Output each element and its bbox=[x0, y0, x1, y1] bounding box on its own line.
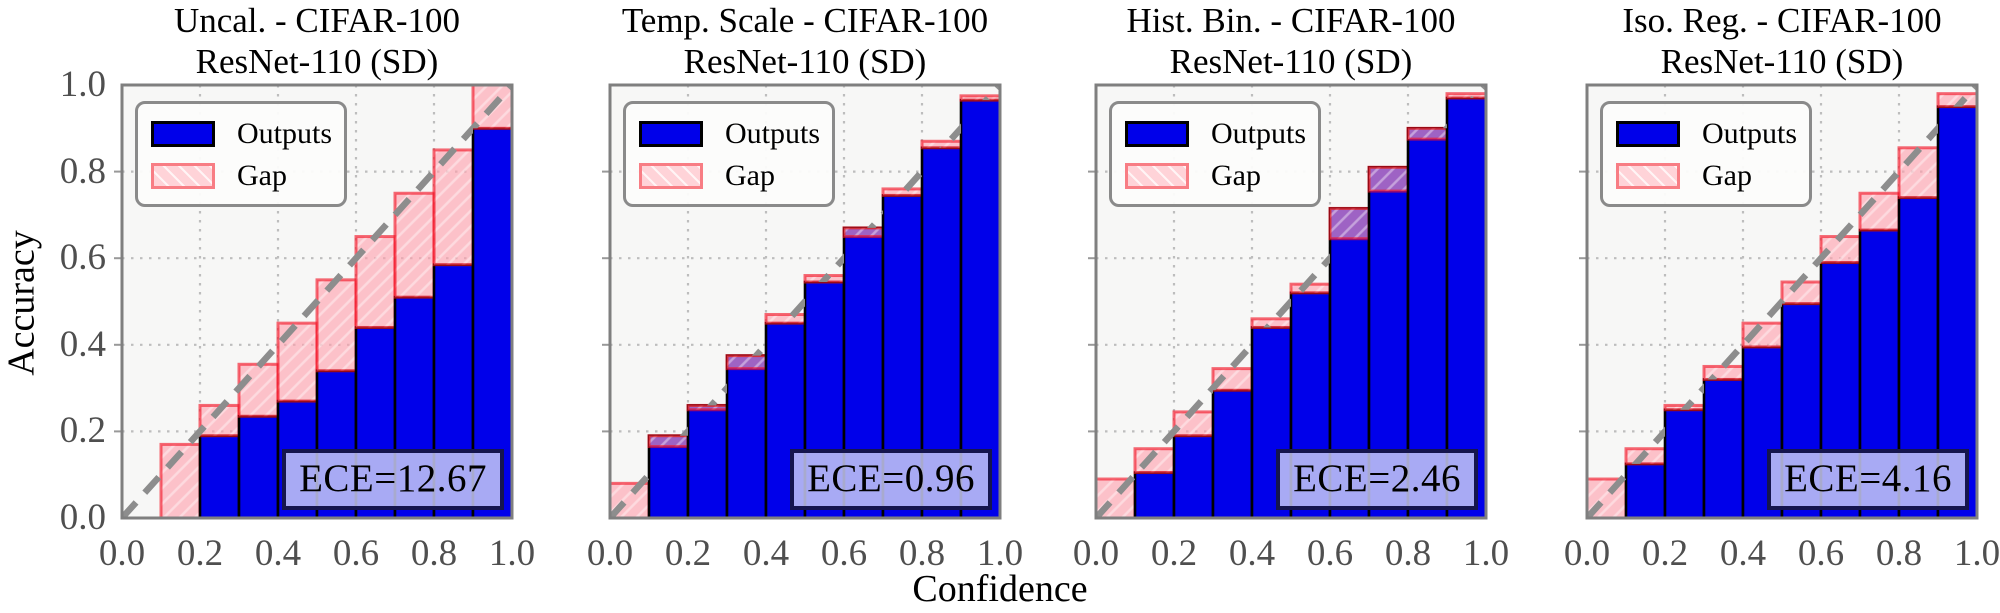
legend-row-gap: Gap bbox=[1616, 158, 1809, 194]
x-tick-label: 0.6 bbox=[332, 533, 380, 574]
panel-temp-scale: Temp. Scale - CIFAR-100 ResNet-110 (SD) … bbox=[587, 0, 1023, 613]
x-tick-label: 0.2 bbox=[1150, 533, 1198, 574]
panel-title-line1: Iso. Reg. - CIFAR-100 bbox=[1622, 1, 1942, 40]
x-tick-label: 1.0 bbox=[488, 533, 536, 574]
x-axis-tick-labels: 0.0 0.2 0.4 0.6 0.8 1.0 bbox=[1564, 532, 2000, 576]
x-tick-label: 0.4 bbox=[1228, 533, 1276, 574]
ece-badge: ECE=0.96 bbox=[790, 449, 992, 510]
legend: Outputs Gap bbox=[623, 101, 835, 207]
panel-title: Hist. Bin. - CIFAR-100 ResNet-110 (SD) bbox=[1127, 0, 1456, 82]
legend-label-gap: Gap bbox=[725, 159, 775, 192]
x-axis-tick-labels: 0.0 0.2 0.4 0.6 0.8 1.0 bbox=[99, 532, 535, 576]
x-tick-label: 0.8 bbox=[410, 533, 458, 574]
ece-badge: ECE=2.46 bbox=[1276, 449, 1478, 510]
gap-swatch-icon bbox=[1125, 163, 1189, 189]
legend-label-outputs: Outputs bbox=[237, 117, 333, 150]
x-tick-label: 0.0 bbox=[98, 533, 146, 574]
legend-row-outputs: Outputs bbox=[1616, 116, 1809, 152]
x-tick-label: 0.8 bbox=[1875, 533, 1923, 574]
panel-iso-regression: Iso. Reg. - CIFAR-100 ResNet-110 (SD) Ou… bbox=[1564, 0, 2000, 613]
panel-uncalibrated: Uncal. - CIFAR-100 ResNet-110 (SD) Outpu… bbox=[99, 0, 535, 613]
outputs-swatch-icon bbox=[639, 121, 703, 147]
panel-title: Iso. Reg. - CIFAR-100 ResNet-110 (SD) bbox=[1622, 0, 1941, 82]
plot-area: Outputs Gap ECE=0.96 bbox=[602, 83, 1002, 520]
y-tick-label: 0.0 bbox=[59, 497, 106, 538]
plot-area: Outputs Gap ECE=4.16 bbox=[1579, 83, 1979, 520]
legend: Outputs Gap bbox=[1600, 101, 1812, 207]
x-tick-label: 0.6 bbox=[1797, 533, 1845, 574]
panel-title-line2: ResNet-110 (SD) bbox=[195, 42, 439, 81]
x-tick-label: 0.4 bbox=[742, 533, 790, 574]
plot-area: Outputs Gap ECE=12.67 bbox=[114, 83, 514, 520]
panel-hist-binning: Hist. Bin. - CIFAR-100 ResNet-110 (SD) O… bbox=[1073, 0, 1509, 613]
outputs-swatch-icon bbox=[1616, 121, 1680, 147]
outputs-swatch-icon bbox=[1125, 121, 1189, 147]
legend-row-gap: Gap bbox=[1125, 158, 1318, 194]
panel-title-line1: Hist. Bin. - CIFAR-100 bbox=[1126, 1, 1456, 40]
x-tick-label: 0.0 bbox=[586, 533, 634, 574]
legend-row-outputs: Outputs bbox=[1125, 116, 1318, 152]
gap-swatch-icon bbox=[639, 163, 703, 189]
x-tick-label: 0.4 bbox=[1719, 533, 1767, 574]
legend-row-gap: Gap bbox=[151, 158, 344, 194]
x-tick-label: 0.2 bbox=[176, 533, 224, 574]
x-axis-tick-labels: 0.0 0.2 0.4 0.6 0.8 1.0 bbox=[587, 532, 1023, 576]
x-axis-tick-labels: 0.0 0.2 0.4 0.6 0.8 1.0 bbox=[1073, 532, 1509, 576]
x-tick-label: 0.2 bbox=[664, 533, 712, 574]
panel-title-line1: Temp. Scale - CIFAR-100 bbox=[621, 1, 989, 40]
y-tick-label: 1.0 bbox=[59, 64, 106, 105]
legend-label-outputs: Outputs bbox=[1702, 117, 1798, 150]
legend-label-outputs: Outputs bbox=[725, 117, 821, 150]
legend-label-outputs: Outputs bbox=[1211, 117, 1307, 150]
x-tick-label: 1.0 bbox=[976, 533, 1024, 574]
legend-label-gap: Gap bbox=[237, 159, 287, 192]
y-tick-label: 0.6 bbox=[59, 237, 106, 279]
x-tick-label: 1.0 bbox=[1953, 533, 2000, 574]
legend-label-gap: Gap bbox=[1211, 159, 1261, 192]
x-tick-label: 0.6 bbox=[820, 533, 868, 574]
x-tick-label: 0.4 bbox=[254, 533, 302, 574]
legend-row-outputs: Outputs bbox=[639, 116, 832, 152]
y-tick-label: 0.4 bbox=[59, 323, 106, 365]
x-tick-label: 0.0 bbox=[1072, 533, 1120, 574]
x-tick-label: 1.0 bbox=[1462, 533, 1510, 574]
legend-row-gap: Gap bbox=[639, 158, 832, 194]
panel-title: Uncal. - CIFAR-100 ResNet-110 (SD) bbox=[174, 0, 460, 82]
x-tick-label: 0.8 bbox=[1384, 533, 1432, 574]
panel-title-line2: ResNet-110 (SD) bbox=[683, 42, 927, 81]
x-tick-label: 0.2 bbox=[1641, 533, 1689, 574]
legend-row-outputs: Outputs bbox=[151, 116, 344, 152]
ece-badge: ECE=4.16 bbox=[1767, 449, 1969, 510]
legend-label-gap: Gap bbox=[1702, 159, 1752, 192]
gap-swatch-icon bbox=[151, 163, 215, 189]
panel-title: Temp. Scale - CIFAR-100 ResNet-110 (SD) bbox=[622, 0, 988, 82]
x-tick-label: 0.0 bbox=[1563, 533, 1611, 574]
legend: Outputs Gap bbox=[135, 101, 347, 207]
x-tick-label: 0.6 bbox=[1306, 533, 1354, 574]
outputs-swatch-icon bbox=[151, 121, 215, 147]
legend: Outputs Gap bbox=[1109, 101, 1321, 207]
x-tick-label: 0.8 bbox=[898, 533, 946, 574]
reliability-plot-svg bbox=[1088, 83, 1488, 520]
y-tick-label: 0.2 bbox=[59, 410, 106, 452]
y-tick-label: 0.8 bbox=[59, 150, 106, 192]
panel-title-line2: ResNet-110 (SD) bbox=[1660, 42, 1904, 81]
ece-badge: ECE=12.67 bbox=[282, 449, 504, 510]
x-axis-label: Confidence bbox=[912, 568, 1088, 610]
panel-title-line1: Uncal. - CIFAR-100 bbox=[173, 1, 461, 40]
panel-title-line2: ResNet-110 (SD) bbox=[1169, 42, 1413, 81]
gap-swatch-icon bbox=[1616, 163, 1680, 189]
plot-area: Outputs Gap ECE=2.46 bbox=[1088, 83, 1488, 520]
